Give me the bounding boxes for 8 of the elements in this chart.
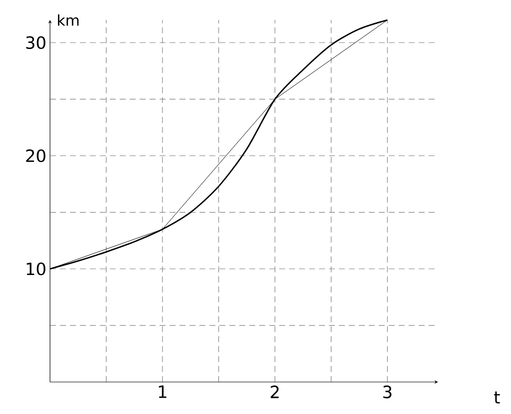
y-tick-label: 20 xyxy=(26,149,46,162)
x-tick-label: 1 xyxy=(158,386,166,398)
y-axis-title: km xyxy=(58,14,79,26)
y-tick-label: 30 xyxy=(26,36,46,50)
x-axis-title: t xyxy=(494,392,500,404)
x-tick-label: 2 xyxy=(270,386,279,398)
x-tick-label: 3 xyxy=(383,386,392,398)
y-tick-label: 10 xyxy=(26,262,46,276)
